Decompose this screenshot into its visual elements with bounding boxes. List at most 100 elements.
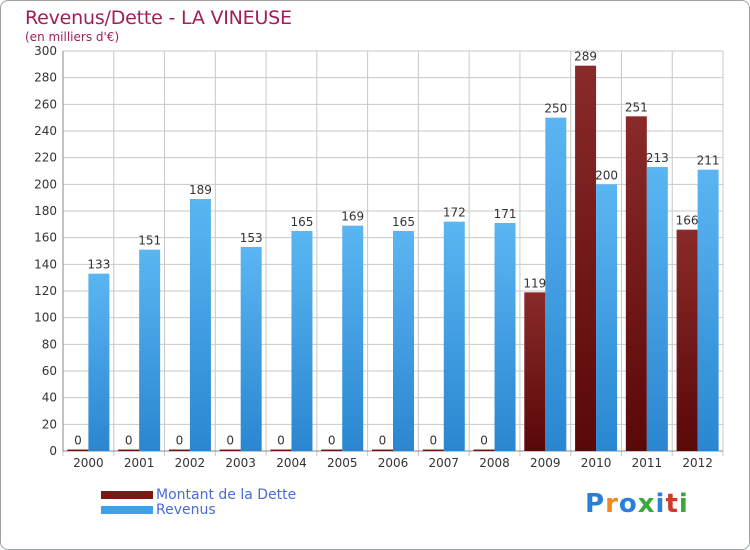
data-label-dette: 119 <box>523 276 546 290</box>
chart-title: Revenus/Dette - LA VINEUSE <box>25 7 292 29</box>
logo-letter: o <box>618 489 638 519</box>
y-tick-label: 240 <box>34 124 57 138</box>
data-label-dette: 0 <box>480 434 488 448</box>
logo-letter: r <box>605 489 619 519</box>
data-label-revenus: 169 <box>341 210 364 224</box>
data-label-dette: 0 <box>176 434 184 448</box>
legend-item-revenus: Revenus <box>101 501 296 518</box>
data-label-dette: 0 <box>429 434 437 448</box>
x-tick-label: 2003 <box>225 456 256 470</box>
bar-dette <box>270 449 292 451</box>
bar-dette <box>321 449 343 451</box>
logo-letter: P <box>585 489 606 519</box>
bar-dette <box>524 292 546 451</box>
y-tick-label: 280 <box>34 71 57 85</box>
x-tick-label: 2007 <box>428 456 459 470</box>
data-label-revenus: 153 <box>240 231 263 245</box>
bar-dette <box>473 449 495 451</box>
bar-dette <box>67 449 89 451</box>
chart-legend: Montant de la Dette Revenus <box>101 486 297 518</box>
bar-revenus <box>646 167 668 451</box>
data-label-revenus: 189 <box>189 183 212 197</box>
data-label-dette: 0 <box>277 434 285 448</box>
legend-swatch-dette <box>101 490 153 499</box>
bar-revenus <box>494 223 516 451</box>
x-tick-label: 2006 <box>378 456 409 470</box>
data-label-dette: 0 <box>328 434 336 448</box>
data-label-revenus: 213 <box>646 151 669 165</box>
data-label-dette: 0 <box>226 434 234 448</box>
y-tick-label: 140 <box>34 257 57 271</box>
bar-revenus <box>443 221 465 451</box>
x-tick-label: 2008 <box>479 456 510 470</box>
bar-revenus <box>697 169 719 451</box>
x-tick-label: 2010 <box>581 456 612 470</box>
x-tick-label: 2002 <box>175 456 206 470</box>
x-tick-label: 2004 <box>276 456 307 470</box>
bar-dette <box>168 449 190 451</box>
data-label-revenus: 250 <box>544 102 567 116</box>
x-tick-label: 2009 <box>530 456 561 470</box>
y-tick-label: 300 <box>34 44 57 58</box>
logo-letter: t <box>665 489 679 519</box>
y-tick-label: 180 <box>34 204 57 218</box>
y-tick-label: 220 <box>34 151 57 165</box>
y-tick-label: 200 <box>34 177 57 191</box>
bar-dette <box>422 449 444 451</box>
bar-revenus <box>240 247 262 451</box>
bar-dette <box>372 449 393 451</box>
y-tick-label: 40 <box>42 391 57 405</box>
logo-letter: i <box>678 489 689 519</box>
bar-revenus <box>545 117 567 452</box>
x-tick-label: 2011 <box>632 456 663 470</box>
chart-subtitle: (en milliers d'€) <box>25 30 120 44</box>
bar-revenus <box>139 249 161 451</box>
data-label-revenus: 211 <box>697 154 720 168</box>
data-label-revenus: 151 <box>138 234 161 248</box>
bar-revenus <box>342 225 364 451</box>
y-tick-label: 20 <box>42 417 57 431</box>
bar-dette <box>575 65 597 452</box>
legend-label-dette: Montant de la Dette <box>156 486 297 503</box>
data-label-dette: 0 <box>379 434 387 448</box>
y-tick-label: 260 <box>34 97 57 111</box>
bar-dette <box>219 449 241 451</box>
x-tick-label: 2012 <box>682 456 713 470</box>
data-label-dette: 166 <box>676 214 699 228</box>
legend-label-revenus: Revenus <box>156 501 216 518</box>
data-label-dette: 251 <box>625 100 648 114</box>
data-label-dette: 0 <box>125 434 133 448</box>
legend-item-dette: Montant de la Dette <box>101 486 297 503</box>
bar-revenus <box>393 231 414 451</box>
y-tick-label: 80 <box>42 337 57 351</box>
data-label-dette: 0 <box>74 434 82 448</box>
data-label-revenus: 171 <box>494 207 517 221</box>
y-tick-label: 60 <box>42 364 57 378</box>
x-tick-label: 2000 <box>73 456 104 470</box>
data-label-revenus: 200 <box>595 168 618 182</box>
data-label-revenus: 172 <box>443 206 466 220</box>
bar-dette <box>625 116 647 451</box>
x-tick-label: 2005 <box>327 456 358 470</box>
bar-dette <box>118 449 140 451</box>
logo-letter: i <box>655 489 666 519</box>
bar-revenus <box>189 199 211 451</box>
proxiti-logo: Proxiti <box>585 489 689 519</box>
bar-revenus <box>291 231 313 451</box>
bar-revenus <box>596 184 618 452</box>
data-label-dette: 289 <box>574 50 597 64</box>
bar-dette <box>676 229 698 451</box>
y-tick-label: 100 <box>34 311 57 325</box>
data-label-revenus: 165 <box>392 215 415 229</box>
y-tick-label: 0 <box>49 444 57 458</box>
x-tick-label: 2001 <box>124 456 155 470</box>
legend-swatch-revenus <box>101 505 153 514</box>
data-label-revenus: 165 <box>291 215 314 229</box>
bar-revenus <box>88 273 110 451</box>
logo-letter: x <box>637 489 656 519</box>
data-label-revenus: 133 <box>87 258 110 272</box>
y-tick-label: 120 <box>34 284 57 298</box>
y-tick-label: 160 <box>34 231 57 245</box>
